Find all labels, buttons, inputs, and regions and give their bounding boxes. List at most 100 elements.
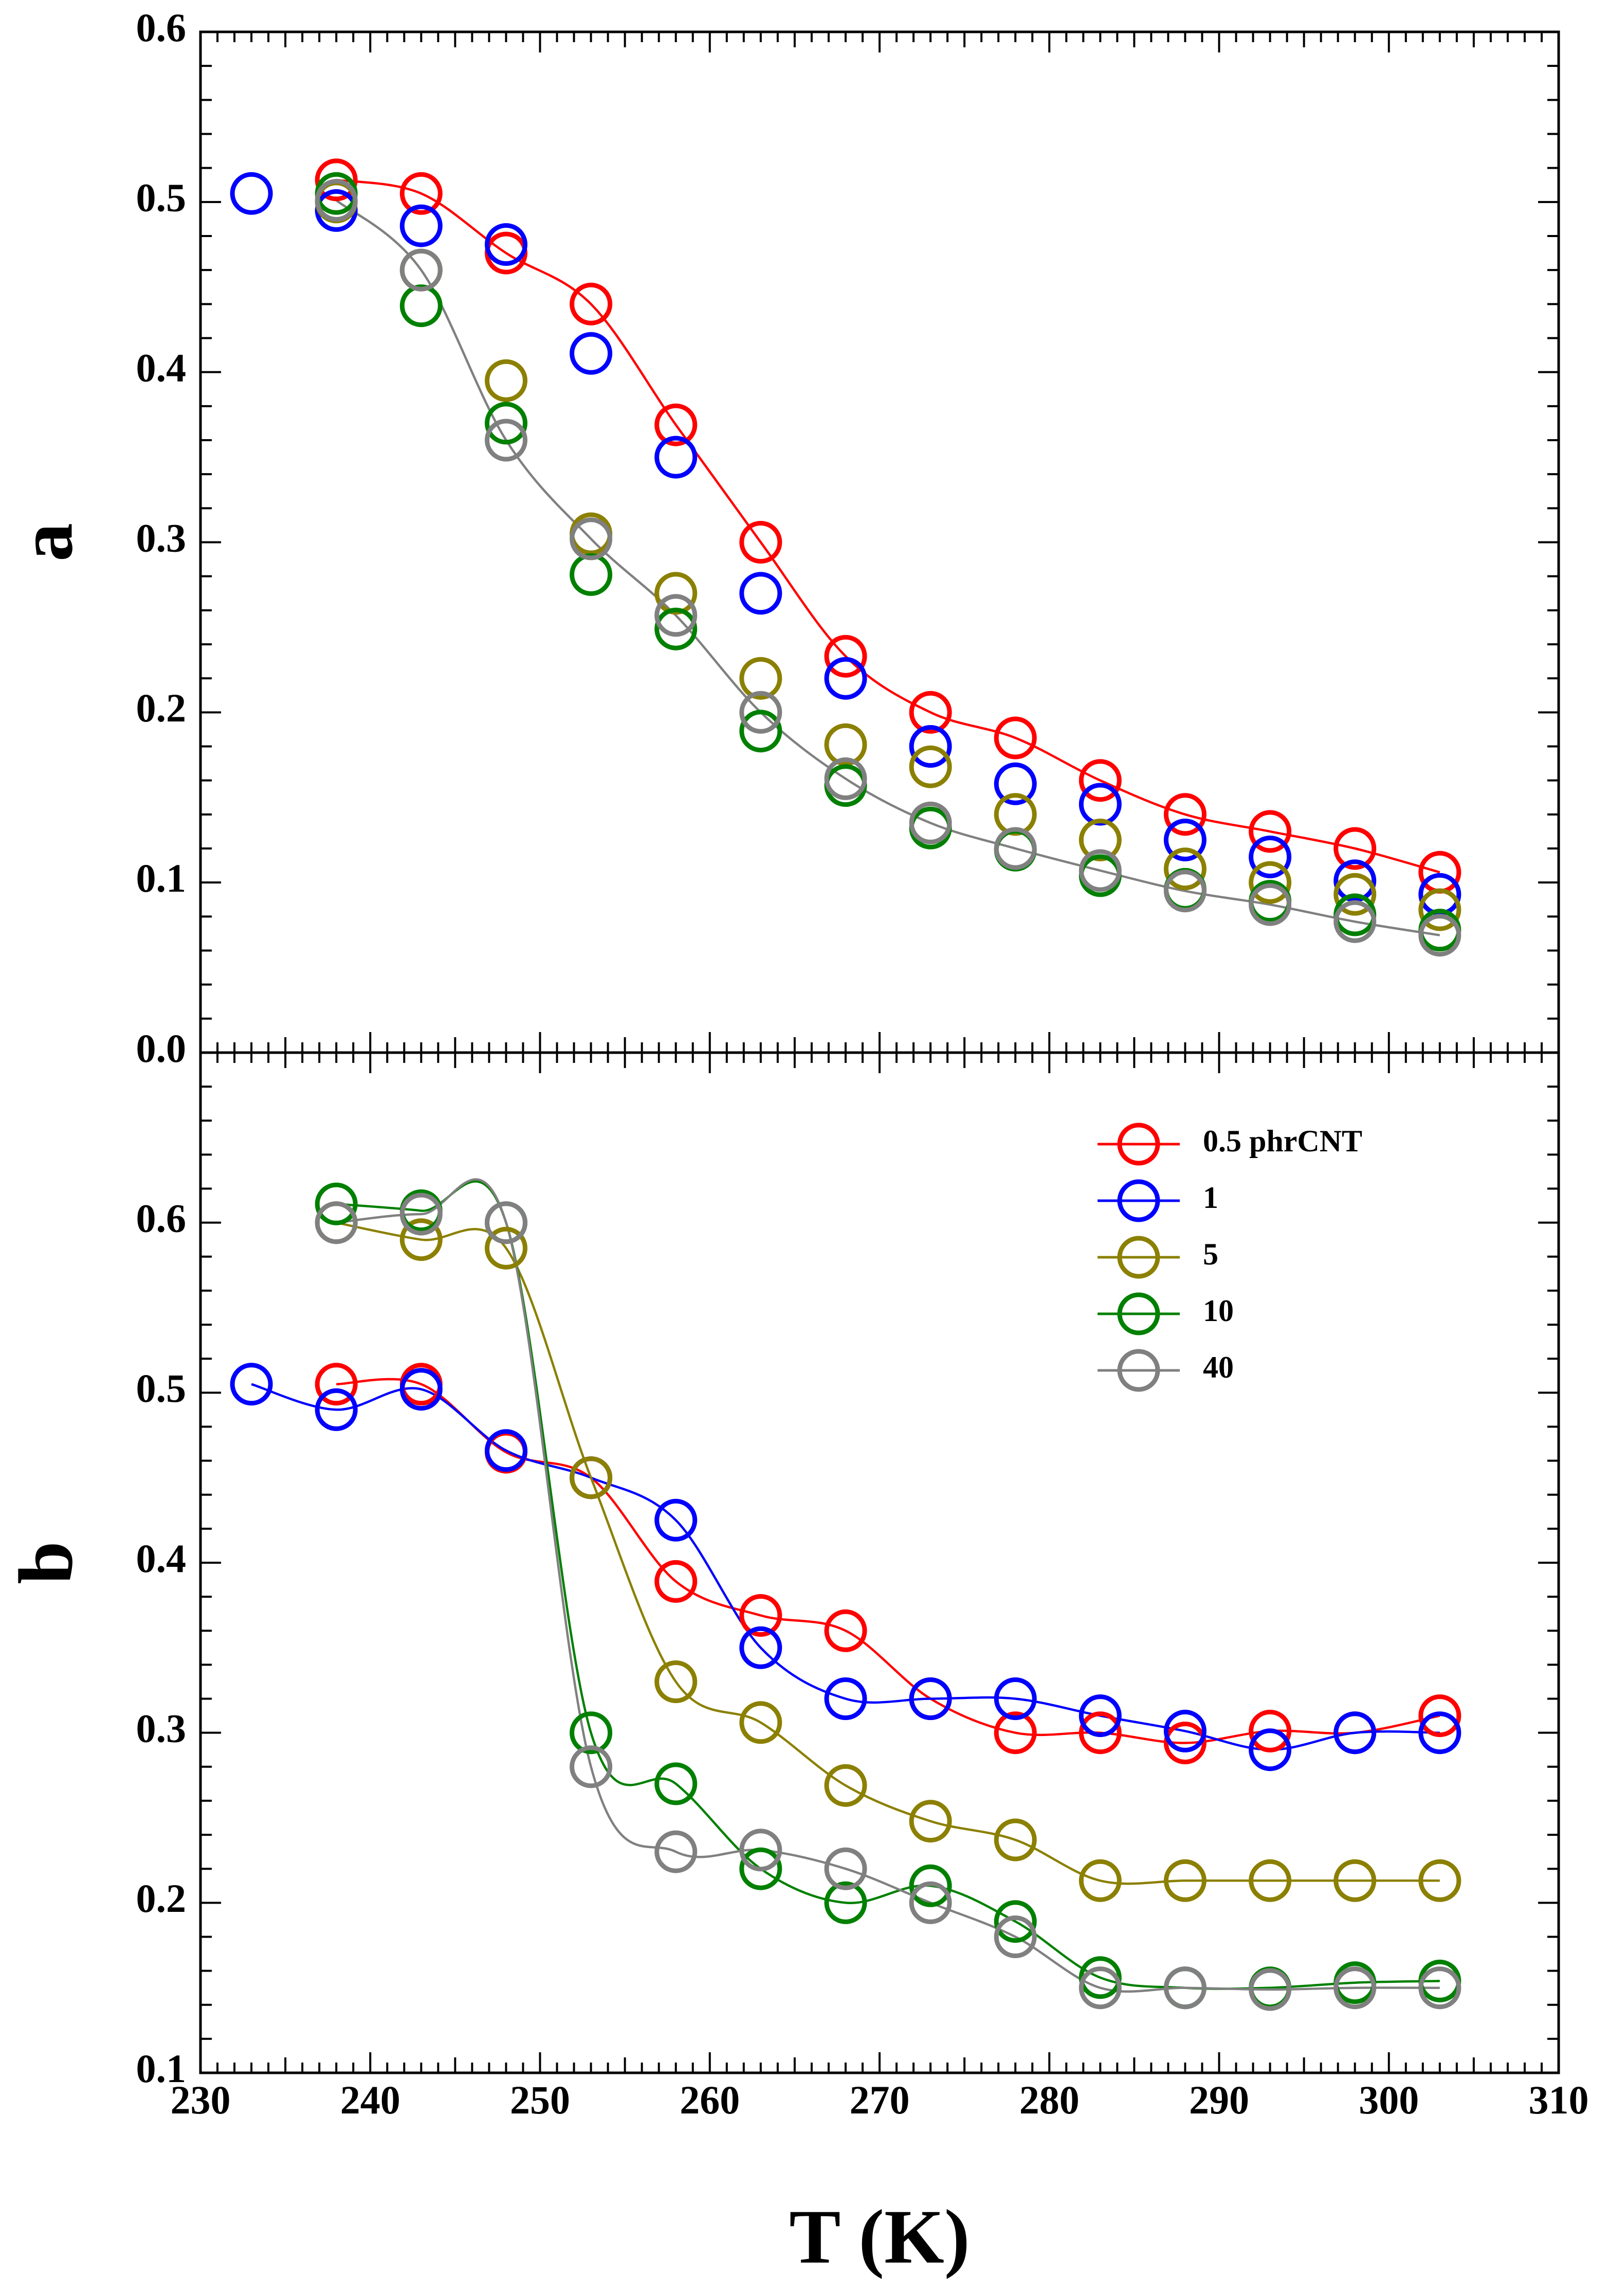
panel-b-markers xyxy=(230,1182,1461,2011)
panel-a-point-5 xyxy=(1418,888,1461,931)
panel-a-y-tick-label: 0.6 xyxy=(136,5,187,50)
panel-b-point-1 xyxy=(230,1363,273,1406)
panel-b-point-40 xyxy=(824,1847,867,1890)
panel-b-point-10 xyxy=(994,1900,1037,1943)
panel-a-point-5 xyxy=(909,745,952,788)
panel-b-point-1 xyxy=(994,1677,1037,1720)
panel-a-point-0-5-phrcnt xyxy=(570,282,613,326)
legend-label: 5 xyxy=(1203,1237,1218,1271)
legend-entry-1: 1 xyxy=(1098,1179,1218,1222)
panel-a-point-10 xyxy=(654,607,698,650)
panel-a-point-40 xyxy=(1418,914,1461,957)
panel-a-point-1 xyxy=(824,657,867,700)
panel-b-point-0-5-phrcnt xyxy=(1163,1722,1207,1764)
panel-b-point-1 xyxy=(1079,1694,1122,1738)
panel-b-point-0-5-phrcnt xyxy=(1249,1709,1292,1752)
panel-b-point-10 xyxy=(654,1762,698,1805)
panel-a-y-tick-label: 0.0 xyxy=(136,1026,187,1071)
panel-a-point-0-5-phrcnt xyxy=(654,403,698,446)
panel-a-point-1 xyxy=(1249,836,1292,878)
panel-b-point-1 xyxy=(315,1388,358,1431)
panel-a-point-40 xyxy=(824,757,867,800)
panel-a-point-5 xyxy=(485,359,527,402)
legend-marker xyxy=(1117,1349,1160,1392)
panel-a-point-0-5-phrcnt xyxy=(399,172,443,215)
panel-a-point-1 xyxy=(739,572,782,615)
panel-b-point-1 xyxy=(1333,1711,1377,1755)
panel-a-point-10 xyxy=(739,710,782,753)
panel-b-y-tick-label: 0.1 xyxy=(136,2046,187,2091)
panel-b-point-40 xyxy=(654,1830,698,1873)
panel-b-point-5 xyxy=(570,1456,613,1499)
legend-marker xyxy=(1117,1292,1160,1335)
panel-b-point-40 xyxy=(739,1829,782,1872)
panel-a-point-1 xyxy=(570,332,613,375)
panel-b-point-5 xyxy=(1079,1859,1122,1902)
panel-a-y-tick-label: 0.2 xyxy=(136,685,187,730)
legend-label: 10 xyxy=(1203,1294,1234,1328)
panel-b-curve-40 xyxy=(336,1178,1440,1993)
panel-b-point-5 xyxy=(909,1800,952,1843)
panel-a-markers xyxy=(230,158,1461,957)
panel-a-point-10 xyxy=(399,284,443,328)
x-tick-label: 310 xyxy=(1529,2077,1589,2122)
panel-b-point-10 xyxy=(315,1182,358,1225)
panel-b-point-10 xyxy=(824,1881,867,1924)
panel-b-point-1 xyxy=(909,1677,952,1720)
panel-a-point-1 xyxy=(1163,819,1207,861)
panel-a-point-40 xyxy=(1249,883,1292,926)
legend-entry-10: 10 xyxy=(1098,1292,1234,1335)
panel-b-point-40 xyxy=(1418,1966,1461,2010)
panel-b-y-tick-label: 0.2 xyxy=(136,1876,187,1921)
legend-marker xyxy=(1117,1123,1160,1166)
panel-a-point-5 xyxy=(1079,819,1122,861)
panel-a-point-0-5-phrcnt xyxy=(994,716,1037,760)
panel-b-y-tick-label: 0.5 xyxy=(136,1366,187,1411)
panel-a-point-1 xyxy=(230,172,273,215)
panel-a-point-1 xyxy=(399,204,443,247)
panel-b-curve-1 xyxy=(251,1383,1440,1751)
panel-a-point-40 xyxy=(739,691,782,734)
x-tick-label: 250 xyxy=(510,2077,570,2122)
panel-a-point-40 xyxy=(1079,849,1122,892)
panel-a-y-tick-label: 0.3 xyxy=(136,515,187,560)
x-tick-label: 240 xyxy=(340,2077,400,2122)
panel-b-point-1 xyxy=(399,1368,443,1411)
panel-b-point-0-5-phrcnt xyxy=(1079,1711,1122,1755)
panel-b-point-5 xyxy=(1333,1859,1377,1902)
panel-b-point-0-5-phrcnt xyxy=(994,1711,1037,1755)
panel-a-curve-0-5-phrcnt xyxy=(336,178,1440,874)
panel-a-curve-40 xyxy=(335,199,1440,936)
panel-a-point-40 xyxy=(654,594,698,637)
panel-a-point-5 xyxy=(739,657,782,700)
panel-b-point-5 xyxy=(994,1818,1037,1861)
panel-b-point-40 xyxy=(315,1201,358,1244)
legend-marker xyxy=(1117,1179,1160,1222)
panel-b-y-axis-label: b xyxy=(3,1541,88,1584)
panel-b-point-1 xyxy=(654,1498,698,1542)
panel-b-point-5 xyxy=(399,1218,443,1261)
panel-b-point-5 xyxy=(485,1226,527,1270)
panel-a-point-5 xyxy=(1163,847,1207,891)
panel-b-point-10 xyxy=(739,1847,782,1890)
panel-b-point-5 xyxy=(1249,1859,1292,1902)
panel-a-y-tick-label: 0.4 xyxy=(136,346,187,390)
panel-a-point-1 xyxy=(1333,859,1377,902)
panel-a-point-0-5-phrcnt xyxy=(1079,759,1122,802)
panel-b-point-5 xyxy=(1163,1859,1207,1902)
panel-b-y-tick-labels: 0.1 0.2 0.3 0.4 0.5 0.6 xyxy=(136,1196,187,2091)
panel-a-point-1 xyxy=(994,762,1037,805)
x-tick-label: 300 xyxy=(1359,2077,1419,2122)
panel-a-point-0-5-phrcnt xyxy=(315,158,358,202)
panel-b-point-10 xyxy=(570,1711,613,1755)
panel-a-point-40 xyxy=(994,827,1037,870)
panel-a-point-1 xyxy=(654,436,698,479)
panel-b-point-5 xyxy=(1418,1859,1461,1902)
x-tick-label: 270 xyxy=(850,2077,910,2122)
legend-entry-40: 40 xyxy=(1098,1349,1234,1392)
panel-b-point-40 xyxy=(1163,1966,1207,2010)
panel-a-curves xyxy=(335,178,1440,936)
panel-b-point-0-5-phrcnt xyxy=(654,1560,698,1603)
x-tick-labels: 230 240 250 260 270 280 290 300 310 xyxy=(171,2077,1589,2122)
x-tick-label: 230 xyxy=(171,2077,231,2122)
